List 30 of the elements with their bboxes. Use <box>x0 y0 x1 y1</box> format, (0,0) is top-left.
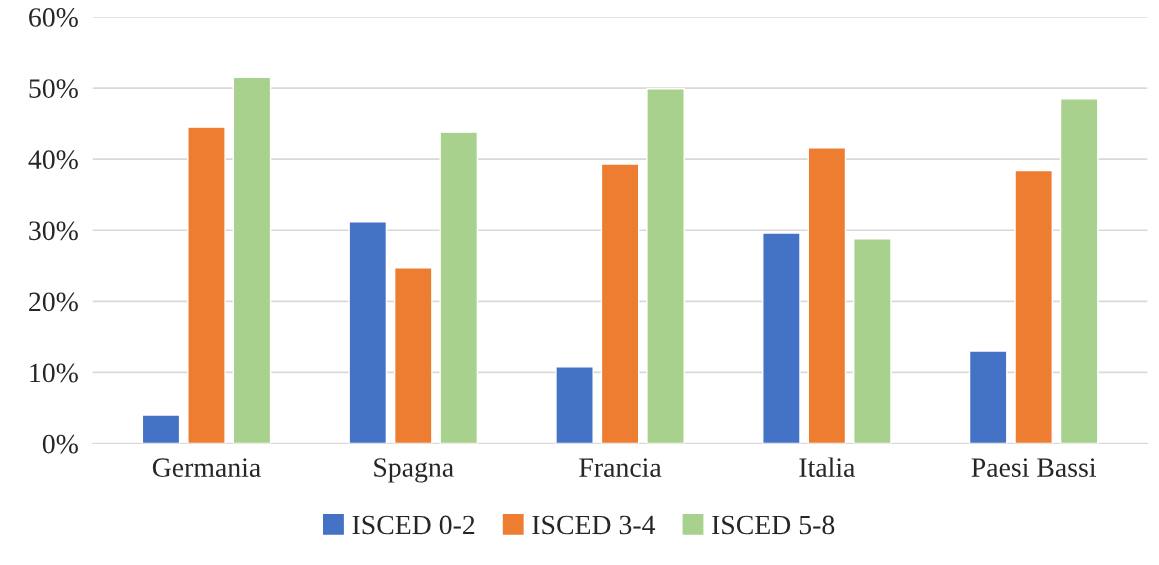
bar <box>762 232 801 444</box>
bar <box>968 350 1008 444</box>
y-tick-label: 0% <box>42 434 78 454</box>
bar <box>853 238 892 444</box>
y-tick-label: 30% <box>29 221 78 241</box>
bar <box>807 147 847 444</box>
bar <box>1059 98 1099 444</box>
bar <box>187 126 226 444</box>
x-tick-label: Spagna <box>374 458 454 483</box>
legend-label: ISCED 3-4 <box>532 515 656 535</box>
bar <box>141 414 181 444</box>
legend-label: ISCED 0-2 <box>352 515 475 535</box>
x-tick-label: Francia <box>579 458 662 477</box>
bar <box>348 221 388 444</box>
bar <box>232 76 272 444</box>
y-tick-label: 20% <box>29 292 78 312</box>
bar <box>600 163 640 444</box>
y-tick-label: 10% <box>30 363 78 383</box>
y-tick-label: 60% <box>29 8 78 27</box>
bar <box>646 88 685 444</box>
legend-label: ISCED 5-8 <box>712 515 835 535</box>
bar <box>1014 169 1053 444</box>
x-tick-label: Paesi Bassi <box>971 458 1097 477</box>
x-tick-label: Germania <box>152 458 261 477</box>
y-tick-label: 50% <box>29 79 78 99</box>
bar <box>555 366 594 444</box>
y-tick-label: 40% <box>28 150 78 170</box>
x-tick-label: Italia <box>799 457 856 477</box>
bar <box>393 267 433 444</box>
bar <box>439 131 479 444</box>
